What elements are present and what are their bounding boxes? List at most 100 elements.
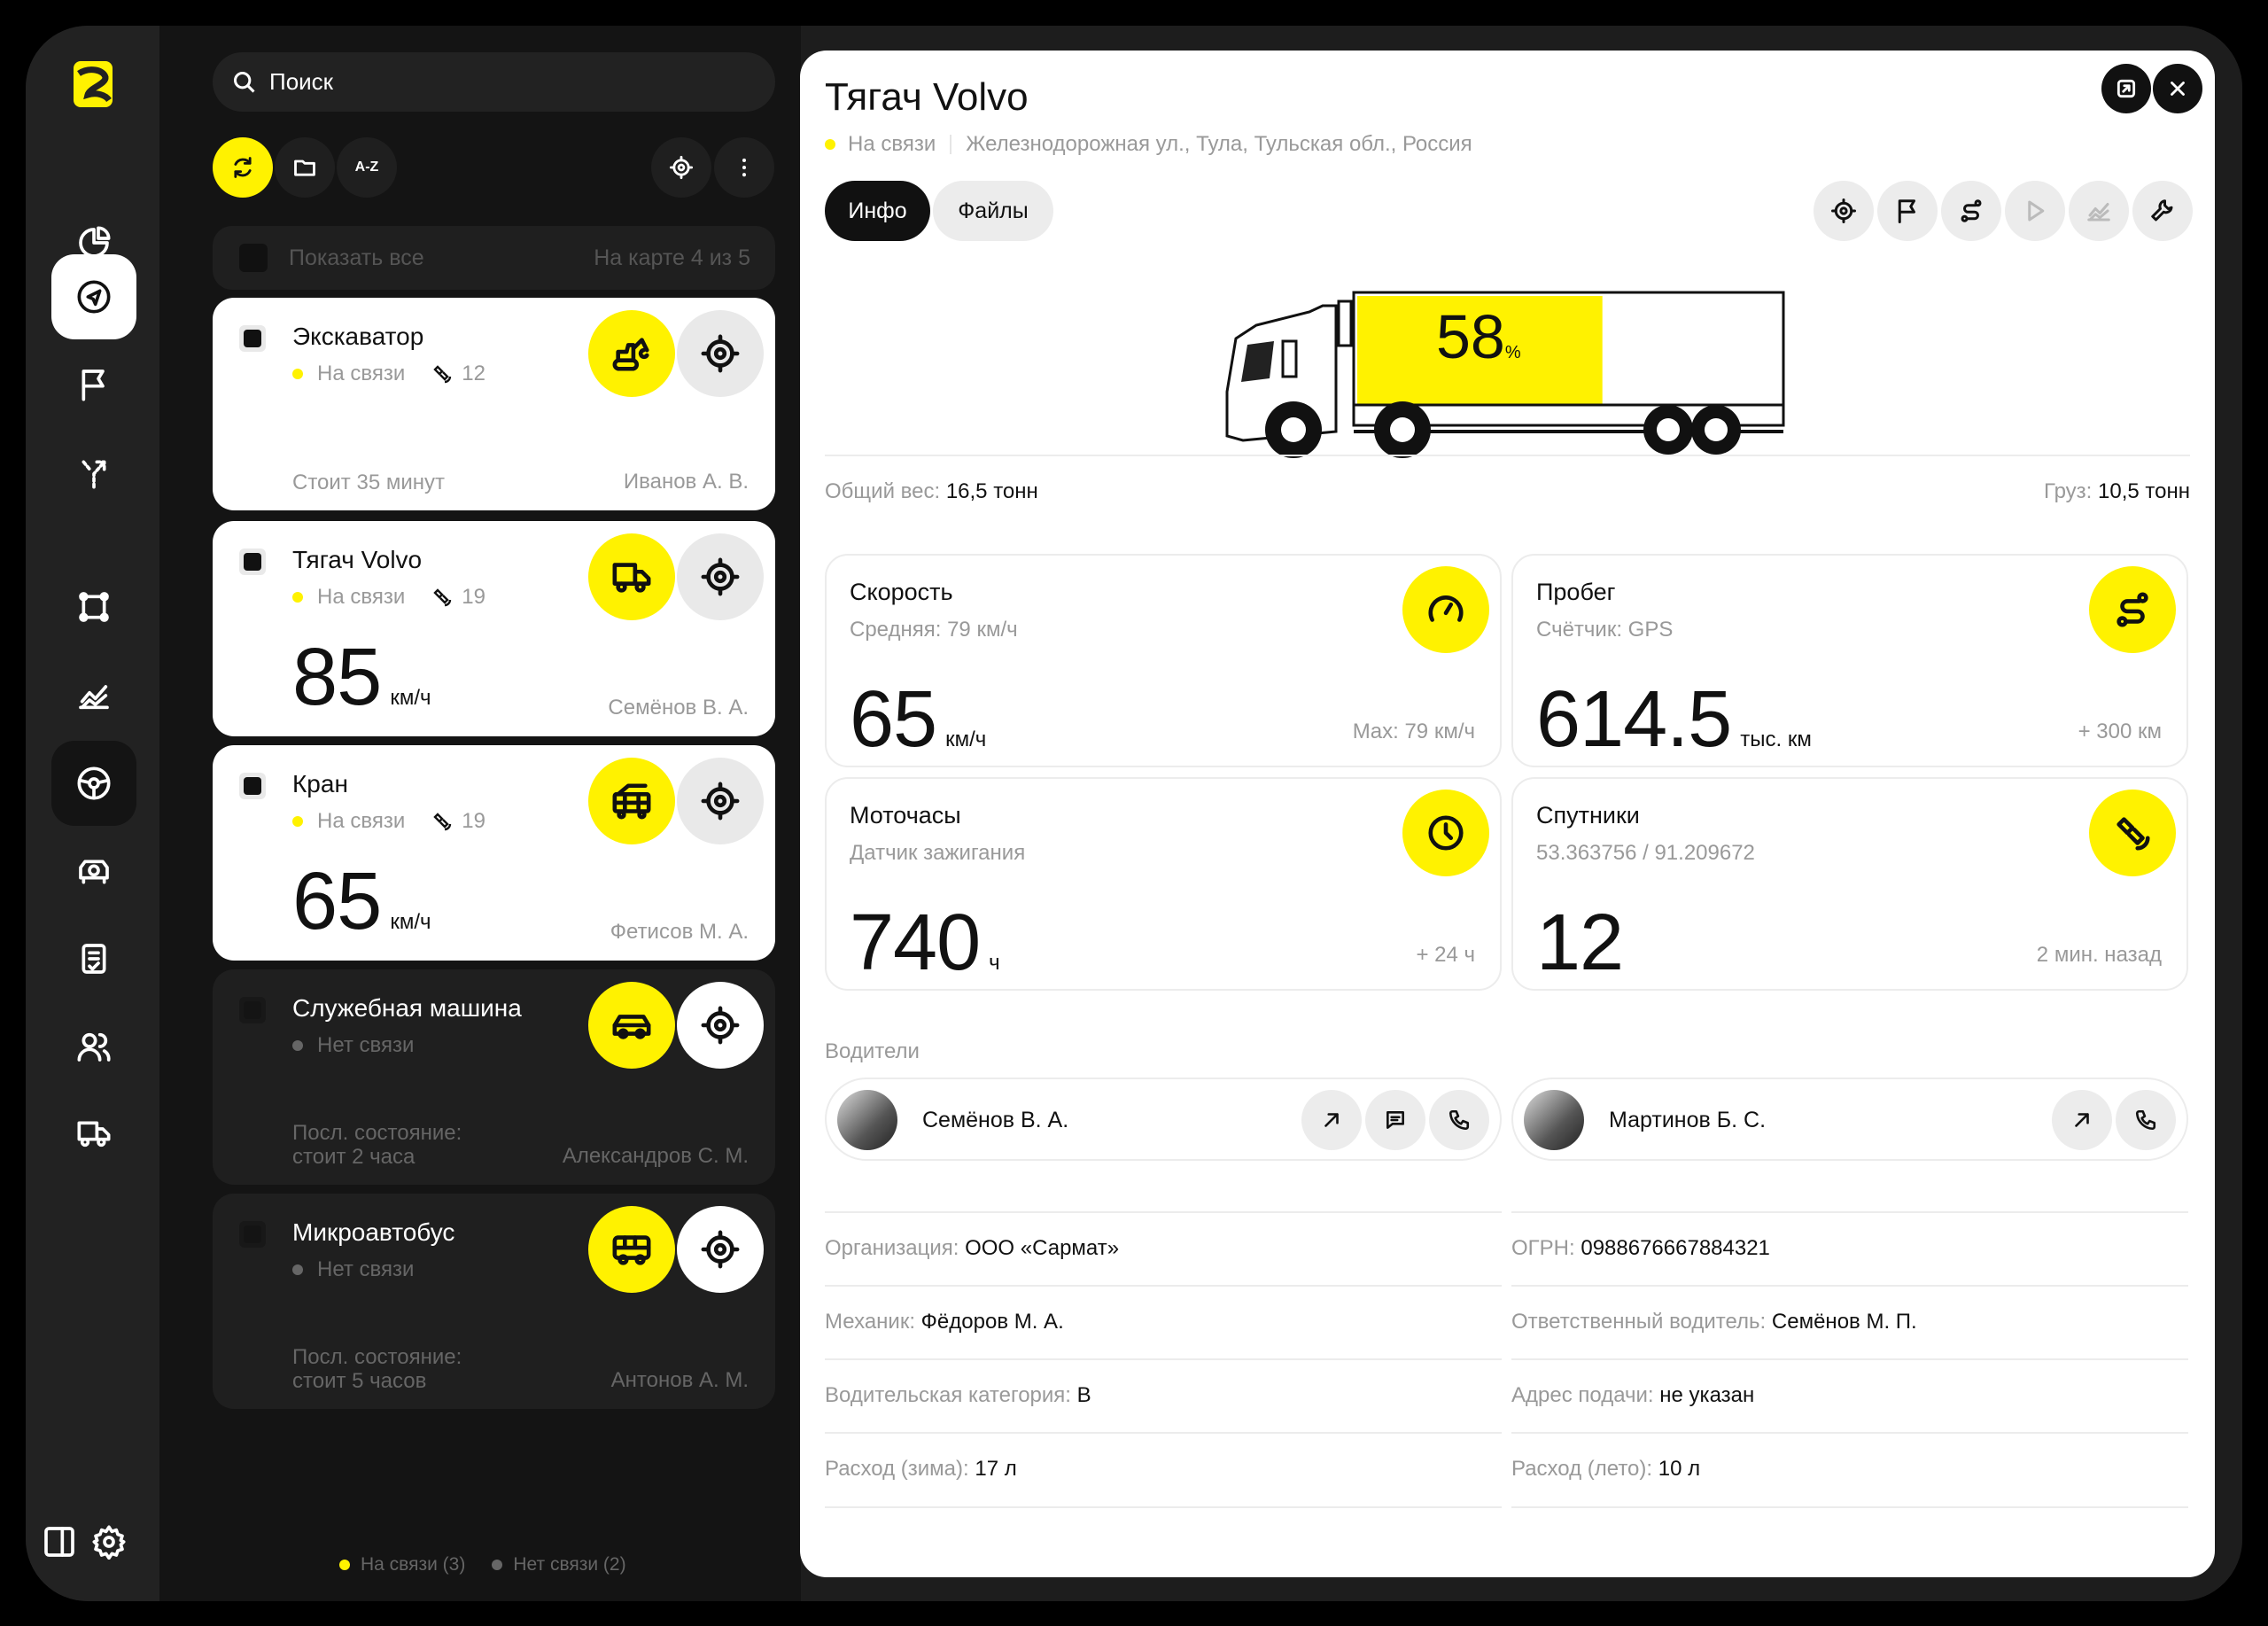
show-all-checkbox[interactable] bbox=[239, 244, 268, 272]
refresh-button[interactable] bbox=[213, 137, 273, 198]
driver-phone-button[interactable] bbox=[2116, 1090, 2176, 1150]
flag-icon bbox=[82, 370, 105, 401]
driver-message-button[interactable] bbox=[1365, 1090, 1425, 1150]
status-dot bbox=[292, 816, 303, 827]
sort-az-button[interactable]: A-Z bbox=[337, 137, 397, 198]
search-input[interactable]: Поиск bbox=[213, 52, 775, 112]
driver-open-button[interactable] bbox=[2052, 1090, 2112, 1150]
vehicle-card[interactable]: Служебная машина Нет связи Посл. состоян… bbox=[213, 969, 775, 1185]
popout-icon bbox=[2117, 79, 2136, 98]
total-weight-label: Общий вес: bbox=[825, 479, 941, 503]
pie-chart-icon bbox=[79, 226, 111, 258]
stat-value: 65 км/ч bbox=[850, 680, 986, 759]
locate-vehicle-button[interactable] bbox=[677, 1206, 764, 1293]
navigation-icon bbox=[77, 280, 111, 314]
speedometer-icon bbox=[1428, 595, 1464, 622]
close-button[interactable] bbox=[2153, 64, 2202, 113]
search-placeholder: Поиск bbox=[269, 68, 334, 95]
action-analytics-button[interactable] bbox=[2069, 181, 2129, 241]
info-value: 10 л bbox=[1658, 1457, 1701, 1481]
stat-title: Скорость bbox=[850, 579, 953, 605]
popout-button[interactable] bbox=[2101, 64, 2151, 113]
driver-row[interactable]: Мартинов Б. С. bbox=[1511, 1078, 2188, 1161]
vehicle-checkbox[interactable] bbox=[239, 1221, 266, 1248]
tab-info[interactable]: Инфо bbox=[825, 181, 930, 241]
locate-vehicle-button[interactable] bbox=[677, 758, 764, 844]
vehicle-checkbox[interactable] bbox=[239, 773, 266, 799]
vehicle-state: Посл. состояние: стоит 2 часа bbox=[292, 1121, 462, 1169]
truck-icon bbox=[77, 1121, 111, 1148]
locate-vehicle-button[interactable] bbox=[677, 533, 764, 620]
speed-unit: км/ч bbox=[390, 910, 431, 934]
info-field: Расход (зима): 17 л bbox=[825, 1457, 1017, 1482]
rail-item-pie-chart[interactable] bbox=[51, 200, 136, 285]
geofence-icon bbox=[79, 592, 109, 622]
phone-icon bbox=[2135, 1109, 2156, 1131]
action-target-button[interactable] bbox=[1814, 181, 1874, 241]
rail-item-geofence[interactable] bbox=[51, 564, 136, 650]
vehicle-checkbox[interactable] bbox=[239, 548, 266, 575]
satellite-icon bbox=[433, 813, 452, 831]
online-dot bbox=[339, 1560, 350, 1570]
stat-value: 740 ч bbox=[850, 903, 1000, 983]
load-fill-bar bbox=[1357, 296, 1603, 404]
vehicle-list-panel: Поиск A-Z Показать все На карте 4 из 5 Э… bbox=[159, 26, 801, 1601]
play-icon bbox=[2028, 200, 2045, 222]
satellite-count: 12 bbox=[431, 362, 485, 386]
rail-item-vehicle-check[interactable] bbox=[51, 829, 136, 914]
rail-item-checklist[interactable] bbox=[51, 916, 136, 1001]
driver-phone-button[interactable] bbox=[1429, 1090, 1489, 1150]
divider bbox=[1511, 1432, 2188, 1434]
vehicle-name: Кран bbox=[292, 770, 348, 797]
driver-open-button[interactable] bbox=[1301, 1090, 1362, 1150]
action-wrench-button[interactable] bbox=[2132, 181, 2193, 241]
close-icon bbox=[2171, 82, 2185, 96]
locate-all-button[interactable] bbox=[651, 137, 711, 198]
vehicle-type-button[interactable] bbox=[588, 310, 675, 397]
stat-value-number: 740 bbox=[850, 899, 981, 987]
vehicle-type-button[interactable] bbox=[588, 1206, 675, 1293]
vehicle-type-button[interactable] bbox=[588, 758, 675, 844]
rail-item-analytics[interactable] bbox=[51, 653, 136, 738]
vehicle-type-button[interactable] bbox=[588, 982, 675, 1069]
driver-name: Мартинов Б. С. bbox=[1609, 1108, 1767, 1132]
truck-load-illustration bbox=[1225, 291, 1785, 458]
info-label: Механик: bbox=[825, 1310, 915, 1334]
total-weight: Общий вес: 16,5 тонн bbox=[825, 479, 1038, 504]
panel-toggle-icon bbox=[44, 1527, 74, 1557]
rail-item-flag[interactable] bbox=[51, 342, 136, 427]
vehicle-card[interactable]: Экскаватор На связи 12 Стоит 35 минут Ив… bbox=[213, 298, 775, 510]
show-all-row[interactable]: Показать все На карте 4 из 5 bbox=[213, 226, 775, 290]
settings-gear-button[interactable] bbox=[84, 1517, 134, 1567]
action-play-button[interactable] bbox=[2005, 181, 2065, 241]
vehicle-type-button[interactable] bbox=[588, 533, 675, 620]
rail-item-route-split[interactable] bbox=[51, 430, 136, 515]
target-icon bbox=[701, 1230, 740, 1269]
folder-button[interactable] bbox=[275, 137, 335, 198]
steering-wheel-icon bbox=[77, 766, 111, 800]
driver-name: Семёнов В. А. bbox=[922, 1108, 1069, 1132]
more-button[interactable] bbox=[714, 137, 774, 198]
locate-vehicle-button[interactable] bbox=[677, 310, 764, 397]
locate-vehicle-button[interactable] bbox=[677, 982, 764, 1069]
info-label: Организация: bbox=[825, 1236, 959, 1260]
vehicle-card[interactable]: Тягач Volvo На связи 19 85 км/ч Семёнов В… bbox=[213, 521, 775, 736]
panel-toggle-button[interactable] bbox=[35, 1517, 84, 1567]
vehicle-checkbox[interactable] bbox=[239, 325, 266, 352]
wrench-icon bbox=[2151, 199, 2173, 222]
crane-truck-icon bbox=[612, 783, 651, 820]
driver-row[interactable]: Семёнов В. А. bbox=[825, 1078, 1502, 1161]
tab-files[interactable]: Файлы bbox=[933, 181, 1053, 241]
rail-item-steering-wheel[interactable] bbox=[51, 741, 136, 826]
vehicle-checkbox[interactable] bbox=[239, 997, 266, 1023]
rail-item-users[interactable] bbox=[51, 1004, 136, 1089]
tab-label: Файлы bbox=[958, 198, 1029, 223]
vehicle-card[interactable]: Кран На связи 19 65 км/ч Фетисов М. А. bbox=[213, 745, 775, 961]
action-flag-button[interactable] bbox=[1877, 181, 1938, 241]
vehicle-card[interactable]: Микроавтобус Нет связи Посл. состояние: … bbox=[213, 1194, 775, 1409]
info-label: Расход (зима): bbox=[825, 1457, 969, 1481]
rail-item-truck[interactable] bbox=[51, 1091, 136, 1176]
rail-item-navigation[interactable] bbox=[51, 254, 136, 339]
action-route-button[interactable] bbox=[1941, 181, 2001, 241]
route-icon bbox=[2117, 592, 2148, 627]
